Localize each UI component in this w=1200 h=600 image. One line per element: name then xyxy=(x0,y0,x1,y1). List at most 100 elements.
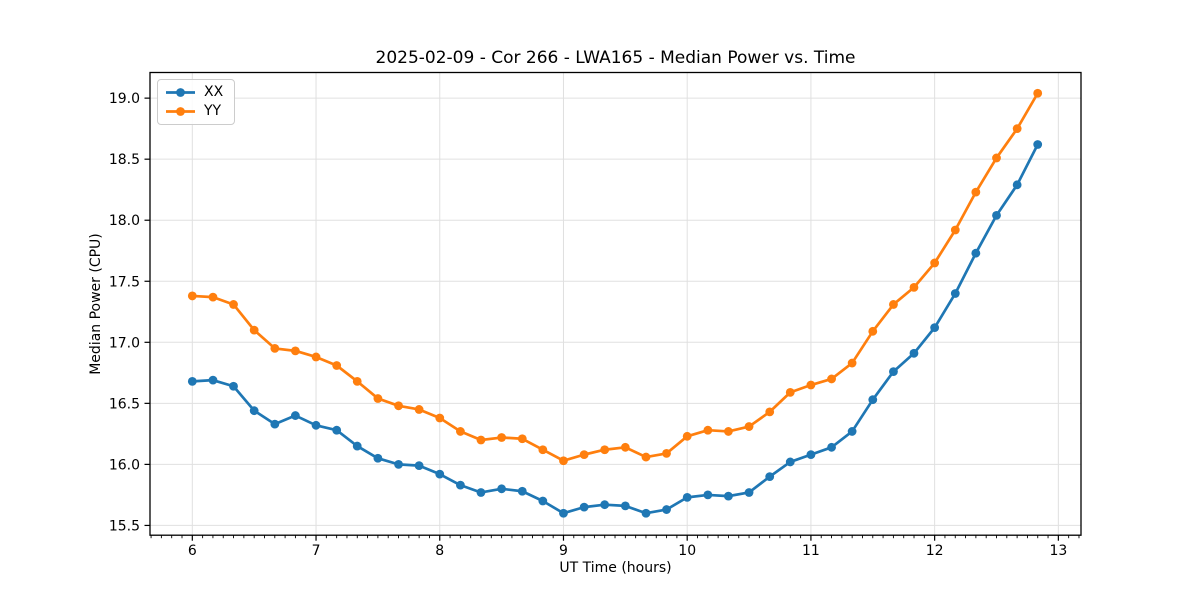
data-point-yy xyxy=(208,292,218,302)
data-point-xx xyxy=(352,441,362,451)
data-point-xx xyxy=(435,469,445,479)
y-tick-label: 19.0 xyxy=(109,91,140,107)
data-point-yy xyxy=(290,346,300,356)
y-tick-label: 18.0 xyxy=(109,213,140,229)
data-point-xx xyxy=(682,492,692,502)
data-point-xx xyxy=(765,472,775,481)
data-point-yy xyxy=(1033,88,1043,98)
x-tick-label: 8 xyxy=(435,543,444,559)
data-point-xx xyxy=(579,502,589,512)
data-point-xx xyxy=(208,375,218,385)
data-point-xx xyxy=(744,488,754,497)
data-point-xx xyxy=(992,210,1001,220)
data-point-xx xyxy=(641,508,651,518)
data-point-xx xyxy=(249,406,259,416)
data-point-yy xyxy=(847,358,857,368)
legend-label-xx: XX xyxy=(204,84,224,100)
x-tick-label: 11 xyxy=(802,543,820,559)
legend-swatch-yy-icon xyxy=(166,107,195,116)
data-point-xx xyxy=(703,490,713,500)
x-tick-label: 6 xyxy=(188,543,197,559)
data-point-xx xyxy=(785,457,795,467)
data-point-xx xyxy=(868,395,878,405)
y-tick-label: 15.5 xyxy=(109,518,140,534)
data-point-xx xyxy=(497,484,507,494)
y-tick-label: 17.5 xyxy=(109,274,140,290)
series-line-xx xyxy=(190,143,1040,515)
data-point-xx xyxy=(559,508,568,518)
data-point-xx xyxy=(889,367,898,377)
data-point-yy xyxy=(311,352,321,362)
data-point-yy xyxy=(868,326,878,336)
data-point-yy xyxy=(414,405,424,414)
data-point-xx xyxy=(187,376,197,386)
data-point-xx xyxy=(1012,180,1022,190)
data-point-yy xyxy=(950,225,960,235)
data-point-yy xyxy=(723,427,733,436)
y-tick-label: 16.5 xyxy=(109,396,140,412)
data-point-yy xyxy=(744,422,754,431)
data-point-yy xyxy=(476,435,486,445)
data-point-xx xyxy=(620,501,630,511)
y-axis-label: Median Power (CPU) xyxy=(88,233,104,375)
data-point-xx xyxy=(600,500,610,510)
data-point-xx xyxy=(847,427,857,436)
legend-label-yy: YY xyxy=(204,103,222,119)
x-tick-label: 12 xyxy=(926,543,944,559)
data-point-xx xyxy=(270,419,280,429)
data-point-yy xyxy=(827,374,836,384)
data-point-yy xyxy=(456,427,465,436)
data-point-yy xyxy=(662,449,671,458)
x-tick-label: 9 xyxy=(559,543,568,559)
data-point-yy xyxy=(229,300,238,309)
data-point-yy xyxy=(332,361,342,370)
x-axis-label: UT Time (hours) xyxy=(559,560,672,576)
data-point-xx xyxy=(723,491,733,501)
data-point-yy xyxy=(249,325,259,335)
data-point-yy xyxy=(930,258,940,268)
data-point-xx xyxy=(456,480,465,490)
data-point-xx xyxy=(290,411,300,420)
data-point-xx xyxy=(476,488,486,497)
data-point-xx xyxy=(950,289,960,298)
data-point-xx xyxy=(373,453,383,463)
data-point-xx xyxy=(971,248,981,258)
y-tick-label: 16.0 xyxy=(109,457,140,473)
data-point-yy xyxy=(765,407,775,417)
y-tick-label: 17.0 xyxy=(109,335,140,351)
data-point-xx xyxy=(414,461,424,471)
series-line-yy xyxy=(190,91,1040,463)
data-point-xx xyxy=(311,420,321,430)
axes-spines xyxy=(149,71,1082,536)
data-point-yy xyxy=(270,344,280,353)
data-point-yy xyxy=(806,380,816,390)
data-point-yy xyxy=(517,434,527,444)
data-point-xx xyxy=(806,450,816,460)
data-point-xx xyxy=(827,442,836,452)
data-point-xx xyxy=(229,381,238,391)
data-point-xx xyxy=(394,459,403,469)
data-point-yy xyxy=(579,450,589,460)
legend: XX YY xyxy=(157,79,236,125)
data-point-yy xyxy=(497,433,507,442)
data-point-xx xyxy=(332,425,342,435)
legend-item-yy: YY xyxy=(165,104,223,119)
x-tick-label: 10 xyxy=(678,543,696,559)
data-point-yy xyxy=(682,431,692,441)
data-point-xx xyxy=(517,486,527,496)
data-point-yy xyxy=(889,300,898,309)
data-point-yy xyxy=(352,376,362,386)
data-point-xx xyxy=(930,323,940,333)
data-point-yy xyxy=(187,291,197,301)
data-point-yy xyxy=(559,456,568,466)
data-point-xx xyxy=(538,496,548,506)
data-point-xx xyxy=(662,505,671,514)
data-point-yy xyxy=(538,445,548,455)
data-point-xx xyxy=(1033,140,1043,149)
data-point-yy xyxy=(785,387,795,397)
legend-item-xx: XX xyxy=(165,85,223,100)
data-point-yy xyxy=(1012,124,1022,134)
data-point-yy xyxy=(971,187,981,197)
